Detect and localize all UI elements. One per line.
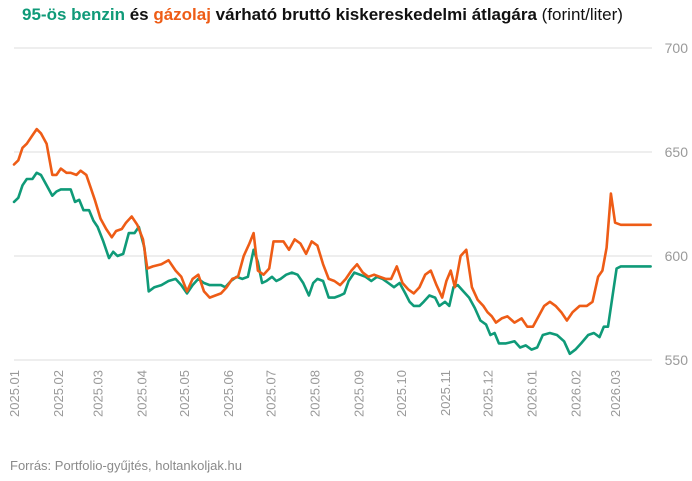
x-tick-label: 2025.03 [91,370,106,417]
title-rest: várható bruttó kiskereskedelmi átlagára [210,5,537,24]
series-line-gazolaj [12,127,652,328]
title-gazolaj: gázolaj [153,5,211,24]
x-tick-label: 2026.01 [524,370,539,417]
x-tick-label: 2025.01 [7,370,22,417]
x-axis: 2025.01 2025.02 2025.03 2025.04 2025.05 2025.… [7,370,623,417]
series-line-benzin [12,171,652,356]
x-tick-label: 2025.04 [135,370,150,417]
y-axis: 550 600 650 700 [665,40,689,368]
title-unit: (forint/liter) [536,5,623,24]
x-tick-label: 2026.02 [568,370,583,417]
x-tick-label: 2025.06 [221,370,236,417]
x-tick-label: 2025.02 [51,370,66,417]
chart-title: 95-ös benzin és gázolaj várható bruttó k… [22,5,623,25]
y-tick-label: 550 [665,352,689,368]
x-tick-label: 2025.08 [308,370,323,417]
x-tick-label: 2025.12 [481,370,496,417]
x-tick-label: 2025.09 [352,370,367,417]
gridlines [14,47,652,361]
y-tick-label: 600 [665,248,689,264]
x-tick-label: 2025.11 [438,370,453,416]
series-lines [12,127,652,356]
title-and: és [124,5,154,24]
y-tick-label: 650 [665,144,689,160]
x-tick-label: 2026.03 [608,370,623,417]
source-note: Forrás: Portfolio-gyűjtés, holtankoljak.… [10,458,242,473]
title-benzin: 95-ös benzin [22,5,125,24]
x-tick-label: 2025.07 [264,370,279,417]
x-tick-label: 2025.10 [394,370,409,417]
y-tick-label: 700 [665,40,689,56]
x-tick-label: 2025.05 [177,370,192,417]
